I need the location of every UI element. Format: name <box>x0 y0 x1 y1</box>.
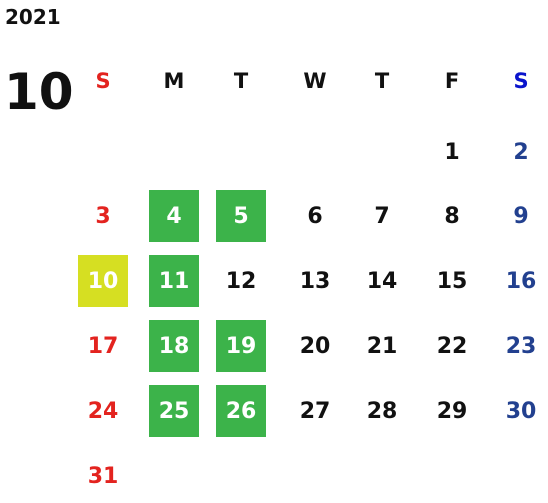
day: 19 <box>216 320 266 372</box>
day: 13 <box>299 268 331 294</box>
weekday-header: T <box>374 69 390 93</box>
day: 16 <box>505 268 537 294</box>
weekday-header: S <box>95 69 111 93</box>
day: 15 <box>436 268 468 294</box>
day: 5 <box>216 190 266 242</box>
day: 4 <box>149 190 199 242</box>
day: 14 <box>366 268 398 294</box>
day: 9 <box>513 203 529 229</box>
day: 11 <box>149 255 199 307</box>
day: 7 <box>374 203 390 229</box>
day: 30 <box>505 398 537 424</box>
day: 10 <box>78 255 128 307</box>
day: 3 <box>95 203 111 229</box>
day: 22 <box>436 333 468 359</box>
month: 10 <box>4 63 74 121</box>
weekday-header: S <box>513 69 529 93</box>
day: 21 <box>366 333 398 359</box>
day: 25 <box>149 385 199 437</box>
day: 28 <box>366 398 398 424</box>
day: 6 <box>307 203 323 229</box>
day: 26 <box>216 385 266 437</box>
day: 2 <box>513 139 529 165</box>
day: 23 <box>505 333 537 359</box>
weekday-header: M <box>163 69 185 93</box>
weekday-header: T <box>233 69 249 93</box>
day: 8 <box>444 203 460 229</box>
day: 24 <box>87 398 119 424</box>
day: 17 <box>87 333 119 359</box>
day: 31 <box>87 463 119 489</box>
day: 1 <box>444 139 460 165</box>
day: 20 <box>299 333 331 359</box>
day: 18 <box>149 320 199 372</box>
year: 2021 <box>5 5 61 29</box>
day: 27 <box>299 398 331 424</box>
weekday-header: W <box>303 69 327 93</box>
day: 12 <box>225 268 257 294</box>
weekday-header: F <box>444 69 460 93</box>
day: 29 <box>436 398 468 424</box>
